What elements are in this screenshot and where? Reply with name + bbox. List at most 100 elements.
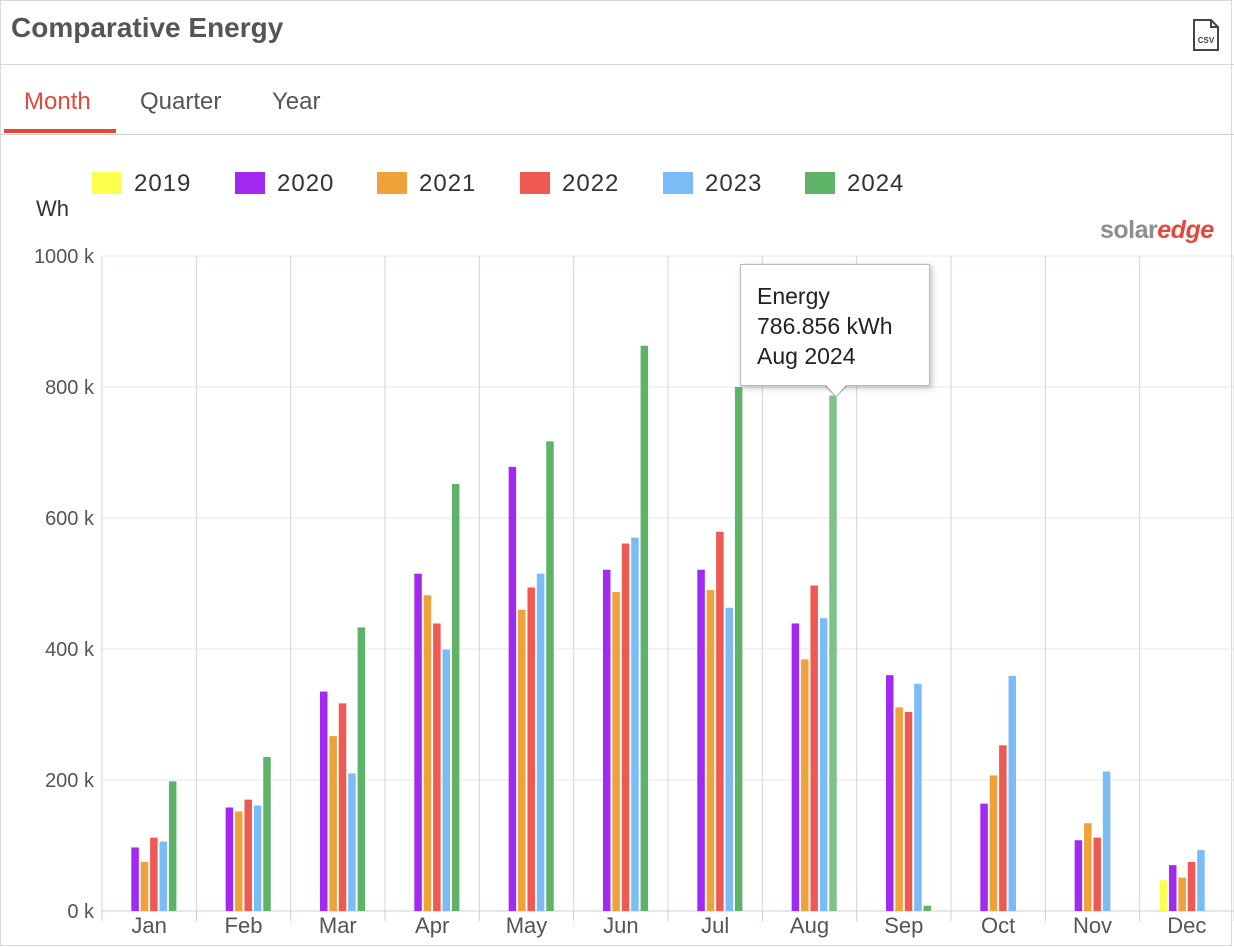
x-tick-label: Aug [790,913,829,938]
bar-2021-feb [235,811,243,911]
y-tick-label: 600 k [45,508,95,530]
x-tick-label: Nov [1073,913,1112,938]
legend-swatch-2022 [520,172,550,194]
bar-2024-jul [734,387,743,911]
bar-2020-mar [319,691,328,911]
bar-2023-feb [253,805,262,911]
bar-2020-jul [697,569,705,911]
bar-2024-feb [263,757,271,911]
x-tick-label: Feb [225,913,263,938]
bar-2022-jun [621,543,630,911]
bar-2021-aug [801,659,809,911]
tooltip-arrow [826,385,846,396]
tooltip-value: 786.856 kWh [757,313,893,339]
bar-2022-feb [244,799,252,911]
bar-2021-jun [612,592,620,911]
bar-2022-jul [716,531,724,911]
bar-2024-apr [451,483,460,911]
bar-2023-mar [348,773,356,911]
legend-label-2020: 2020 [277,170,335,197]
x-tick-label: May [506,913,548,938]
bar-2021-oct [989,775,998,911]
legend-label-2023: 2023 [705,170,763,197]
tooltip-period: Aug 2024 [757,343,856,369]
bar-2019-dec [1159,880,1168,911]
bar-2024-sep [923,905,932,911]
bar-2023-jul [725,607,734,911]
bar-2021-mar [329,736,337,911]
x-tick-label: Mar [319,913,357,938]
bar-2020-aug [791,623,800,911]
x-tick-label: Jun [603,913,638,938]
legend-label-2024: 2024 [847,170,905,197]
y-axis-unit: Wh [36,196,69,221]
y-tick-label: 200 k [45,770,95,792]
legend-swatch-2024 [805,172,835,194]
bar-2023-sep [914,683,922,911]
bar-2022-jan [150,837,158,911]
bar-2020-feb [225,807,234,911]
bar-2020-dec [1168,865,1177,911]
bar-2024-mar [357,627,366,911]
tab-month[interactable]: Month [24,88,91,115]
legend-label-2021: 2021 [419,170,477,197]
tab-quarter[interactable]: Quarter [140,88,222,115]
bar-2022-dec [1187,861,1196,911]
legend-label-2022: 2022 [562,170,620,197]
panel-title: Comparative Energy [11,12,284,43]
tab-year[interactable]: Year [272,88,321,115]
bar-2022-may [527,587,535,911]
csv-icon-label: CSV [1198,36,1215,45]
bar-2020-sep [885,675,894,911]
legend-swatch-2020 [235,172,265,194]
y-tick-label: 400 k [45,639,95,661]
y-tick-label: 1000 k [34,246,95,268]
bar-2022-mar [338,703,347,911]
legend-swatch-2021 [377,172,407,194]
x-tick-label: Jan [131,913,166,938]
bar-2020-apr [414,573,422,911]
legend-label-2019: 2019 [134,170,192,197]
x-tick-label: Oct [981,913,1015,938]
bar-2021-sep [895,707,903,911]
bar-2024-jan [168,781,177,911]
legend-swatch-2019 [92,172,122,194]
bar-2023-may [536,573,545,911]
bar-2020-jun [602,569,611,911]
bar-2023-apr [442,649,451,911]
panel-header: Comparative Energy CSV [0,0,1234,65]
bar-2022-oct [999,745,1007,911]
bar-2021-dec [1178,877,1186,911]
y-tick-label: 0 k [67,901,95,923]
x-tick-label: Sep [884,913,923,938]
bar-2021-jul [706,590,715,911]
bar-2023-nov [1102,771,1111,911]
bar-2020-oct [980,803,988,911]
bar-2023-aug [819,618,828,911]
bar-2021-jan [140,861,149,911]
legend-swatch-2023 [663,172,693,194]
bar-2023-dec [1197,850,1205,911]
active-tab-underline [4,129,116,133]
bar-2021-apr [423,595,432,911]
period-tabs: Month Quarter Year [0,66,1234,135]
bar-2022-sep [904,711,913,911]
bar-2024-may [546,441,554,911]
bar-2020-jan [131,847,139,911]
bar-2021-nov [1084,823,1092,911]
bar-2022-aug [810,585,818,911]
bar-2020-nov [1074,840,1083,911]
bar-2024-aug [829,395,837,911]
bar-2022-apr [433,623,441,911]
bar-2024-jun [640,345,649,911]
x-tick-label: Dec [1167,913,1206,938]
bar-2021-may [518,609,526,911]
bar-2022-nov [1093,837,1101,911]
y-tick-label: 800 k [45,377,95,399]
bar-2023-oct [1008,675,1017,911]
x-tick-label: Apr [415,913,449,938]
bar-2023-jun [631,537,639,911]
csv-download-icon[interactable]: CSV [1192,18,1220,52]
